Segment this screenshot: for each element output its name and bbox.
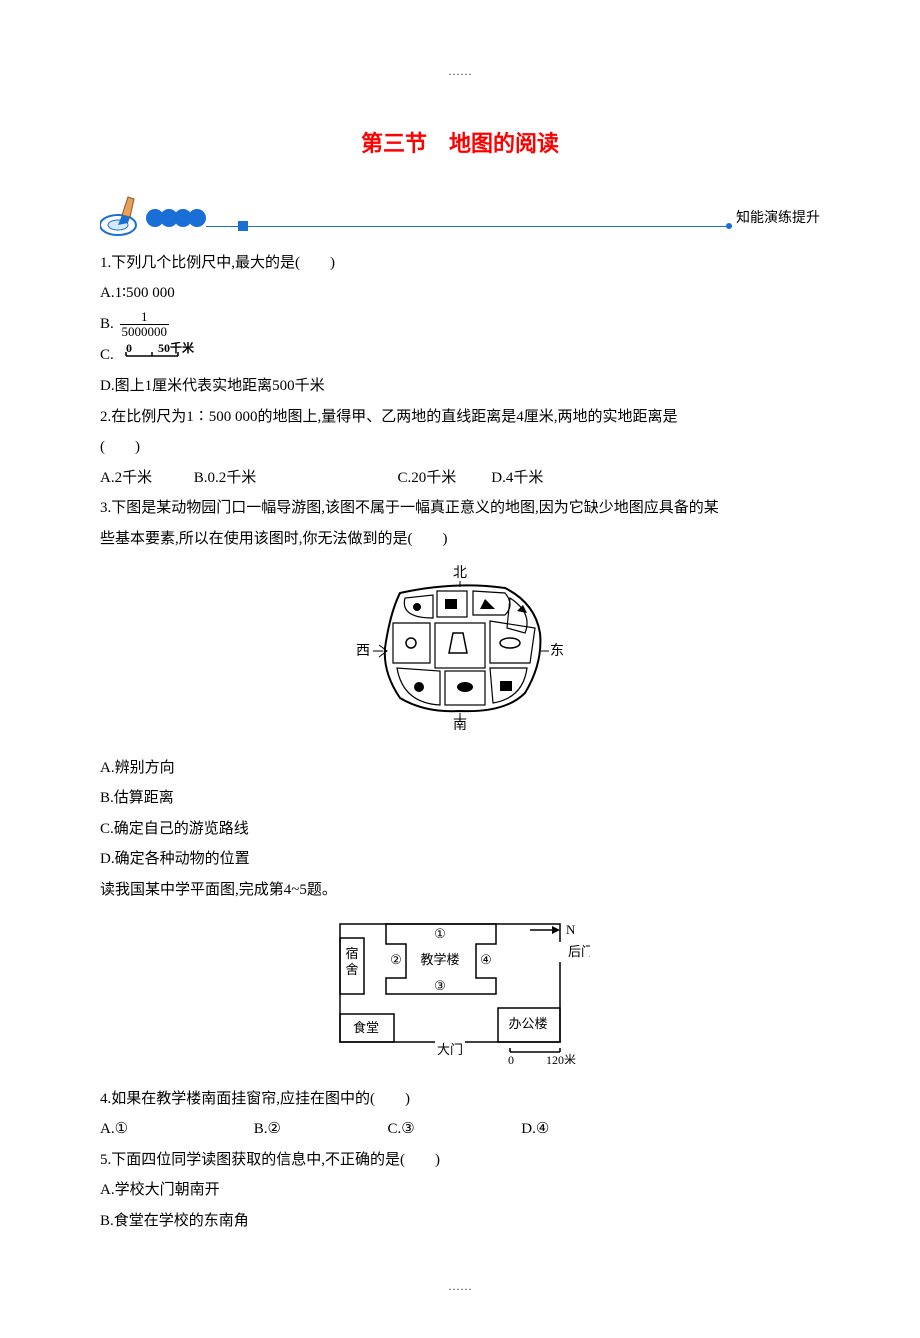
q1-optD: D.图上1厘米代表实地距离500千米 [100,372,820,401]
school-map-figure: N 后门 宿 舍 教学楼 食堂 办公楼 大门 ① ② ③ ④ 0 120米 [100,914,820,1075]
q2-stem: 2.在比例尺为1∶500 000的地图上,量得甲、乙两地的直线距离是4厘米,两地… [100,403,820,432]
q4-optC: C.③ [388,1115,518,1144]
svg-text:①: ① [434,926,446,941]
q2-optD: D.4千米 [491,464,543,493]
svg-text:办公楼: 办公楼 [508,1016,547,1031]
q3-optC: C.确定自己的游览路线 [100,815,820,844]
q4-optB: B.② [254,1115,384,1144]
brush-icon [100,189,156,237]
svg-text:N: N [566,922,576,937]
q2-options: A.2千米 B.0.2千米 C.20千米 D.4千米 [100,464,820,493]
svg-text:南: 南 [453,717,467,733]
q1-optA-prefix: A.1 [100,285,122,301]
svg-text:舍: 舍 [345,962,358,977]
svg-text:④: ④ [480,952,492,967]
q4-stem: 4.如果在教学楼南面挂窗帘,应挂在图中的( ) [100,1085,820,1114]
svg-text:食堂: 食堂 [353,1020,379,1035]
q2-optC: C.20千米 [398,464,488,493]
q4-optA: A.① [100,1115,250,1144]
page-title: 第三节 地图的阅读 [100,123,820,165]
q5-optB: B.食堂在学校的东南角 [100,1207,820,1236]
q3-optB: B.估算距离 [100,784,820,813]
banner-label: 知能演练提升 [736,206,820,233]
q3-optD: D.确定各种动物的位置 [100,845,820,874]
svg-text:东: 东 [550,643,564,659]
zoo-map-figure: 北 南 西 东 [100,563,820,744]
footer-dots: …… [100,1275,820,1298]
scale-bar-icon: 0 50千米 [122,342,200,371]
q45-intro: 读我国某中学平面图,完成第4~5题。 [100,876,820,905]
scale-50: 50千米 [158,342,195,355]
q1-stem: 1.下列几个比例尺中,最大的是( ) [100,249,820,278]
svg-text:120米: 120米 [546,1053,576,1064]
q5-optA: A.学校大门朝南开 [100,1176,820,1205]
q1-optA-value: 500 000 [126,285,175,301]
school-map-svg: N 后门 宿 舍 教学楼 食堂 办公楼 大门 ① ② ③ ④ 0 120米 [330,914,590,1064]
svg-text:③: ③ [434,978,446,993]
q3-stem2: 些基本要素,所以在使用该图时,你无法做到的是( ) [100,525,820,554]
q5-stem: 5.下面四位同学读图获取的信息中,不正确的是( ) [100,1146,820,1175]
q4-optD: D.④ [521,1115,549,1144]
header-dots: …… [100,60,820,83]
svg-text:大门: 大门 [437,1042,463,1057]
zoo-map-svg: 北 南 西 东 [345,563,575,733]
svg-text:后门: 后门 [568,944,590,959]
scale-zero: 0 [126,342,132,355]
q3-optA: A.辨别方向 [100,754,820,783]
svg-text:0: 0 [508,1053,514,1064]
section-banner: 知能演练提升 [100,189,820,237]
fraction-den: 5000000 [120,325,170,339]
q1-optC: C. 0 50千米 [100,341,820,370]
q2-stem-ratio: ∶ [194,409,209,425]
q1-optA: A.1∶500 000 [100,279,820,308]
q2-stem-a: 2.在比例尺为1 [100,409,194,425]
svg-text:教学楼: 教学楼 [420,952,459,967]
q1-optC-prefix: C. [100,347,114,363]
q3-stem1: 3.下图是某动物园门口一幅导游图,该图不属于一幅真正意义的地图,因为它缺少地图应… [100,494,820,523]
q4-options: A.① B.② C.③ D.④ [100,1115,820,1144]
svg-text:西: 西 [356,644,370,659]
svg-text:北: 北 [453,565,467,581]
svg-text:宿: 宿 [345,946,358,961]
banner-bubbles [150,209,206,227]
banner-line [206,226,732,227]
svg-text:②: ② [390,952,402,967]
fraction-num: 1 [120,310,170,325]
q2-paren: ( ) [100,433,820,462]
q1-optB: B. 1 5000000 [100,310,820,340]
q1-optB-fraction: 1 5000000 [120,310,170,340]
q2-optB: B.0.2千米 [194,464,394,493]
q2-optA: A.2千米 [100,464,190,493]
q1-optB-prefix: B. [100,316,114,332]
q2-stem-b: 500 000的地图上,量得甲、乙两地的直线距离是4厘米,两地的实地距离是 [209,409,678,425]
